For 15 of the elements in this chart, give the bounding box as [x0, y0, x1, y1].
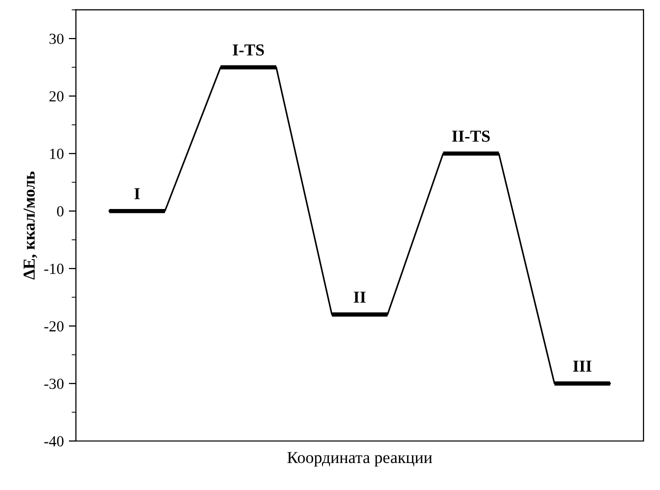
annotation: I-TS [232, 44, 264, 56]
annotation: II [354, 292, 366, 303]
annotation: III [573, 360, 592, 372]
x-axis-title: Координата реакции [287, 452, 432, 467]
annotation: II-TS [452, 130, 490, 142]
y-tick-label: 30 [50, 34, 64, 44]
y-axis-title: ΔE, ккал/моль [24, 171, 38, 280]
y-tick-label: -20 [44, 321, 64, 332]
y-tick-label: 10 [50, 148, 64, 159]
y-tick-label: 0 [57, 206, 64, 216]
y-tick-label: -40 [44, 436, 64, 446]
y-tick-label: -10 [44, 264, 64, 274]
annotation: I [134, 188, 140, 200]
y-tick-label: -30 [44, 378, 64, 389]
y-tick-label: 20 [49, 91, 64, 102]
